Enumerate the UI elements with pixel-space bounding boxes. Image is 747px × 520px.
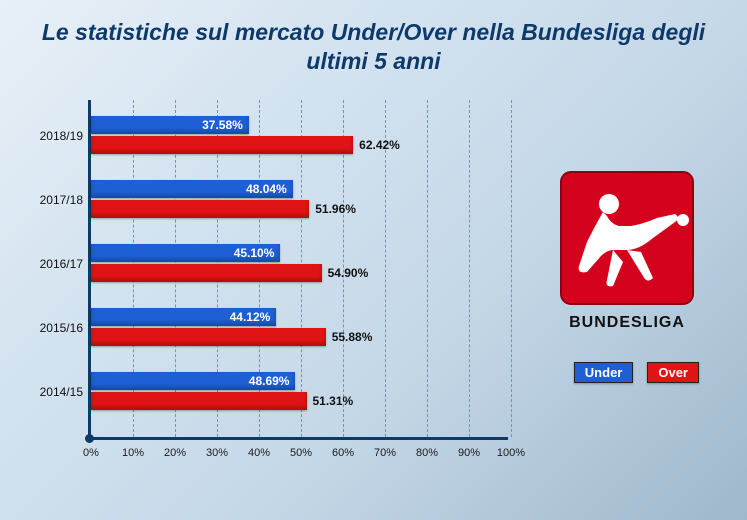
x-tick-label: 60% (332, 447, 354, 459)
x-tick-label: 0% (83, 447, 99, 459)
under-bar: 48.04% (91, 180, 293, 198)
origin-marker (85, 434, 94, 443)
over-bar: 55.88% (91, 328, 326, 346)
x-tick-label: 90% (458, 447, 480, 459)
x-tick-label: 30% (206, 447, 228, 459)
gridline (511, 100, 512, 437)
over-bar-value: 62.42% (359, 138, 400, 152)
x-tick-label: 10% (122, 447, 144, 459)
over-bar-value: 51.96% (315, 202, 356, 216)
bundesliga-logo-caption: BUNDESLIGA (555, 314, 699, 332)
legend: Under Over (574, 362, 699, 383)
over-bar: 62.42% (91, 136, 353, 154)
chart-row: 2015/1644.12%55.88% (91, 306, 508, 350)
chart-row: 2014/1548.69%51.31% (91, 370, 508, 414)
y-axis-label: 2016/17 (29, 257, 83, 271)
x-tick-label: 100% (497, 447, 525, 459)
under-bar: 48.69% (91, 372, 295, 390)
under-bar-value: 44.12% (230, 310, 271, 324)
chart-row: 2016/1745.10%54.90% (91, 242, 508, 286)
y-axis-label: 2017/18 (29, 193, 83, 207)
under-bar: 45.10% (91, 244, 280, 262)
x-tick-label: 50% (290, 447, 312, 459)
under-bar-value: 48.04% (246, 182, 287, 196)
over-bar: 51.96% (91, 200, 309, 218)
over-bar: 54.90% (91, 264, 322, 282)
under-bar-value: 37.58% (202, 118, 243, 132)
over-bar-value: 55.88% (332, 330, 373, 344)
over-bar: 51.31% (91, 392, 307, 410)
y-axis-label: 2015/16 (29, 321, 83, 335)
x-tick-label: 20% (164, 447, 186, 459)
chart-plot-area: 0%10%20%30%40%50%60%70%80%90%100%2018/19… (88, 100, 508, 440)
x-tick-label: 70% (374, 447, 396, 459)
over-bar-value: 51.31% (313, 394, 354, 408)
chart-container: 0%10%20%30%40%50%60%70%80%90%100%2018/19… (28, 100, 518, 470)
bundesliga-logo-icon (557, 168, 697, 308)
legend-over: Over (647, 362, 699, 383)
under-bar-value: 45.10% (234, 246, 275, 260)
x-tick-label: 80% (416, 447, 438, 459)
over-bar-value: 54.90% (328, 266, 369, 280)
under-bar: 37.58% (91, 116, 249, 134)
legend-under: Under (574, 362, 634, 383)
chart-title: Le statistiche sul mercato Under/Over ne… (0, 0, 747, 86)
bundesliga-logo: BUNDESLIGA (555, 168, 699, 332)
chart-row: 2018/1937.58%62.42% (91, 114, 508, 158)
y-axis-label: 2014/15 (29, 385, 83, 399)
x-tick-label: 40% (248, 447, 270, 459)
y-axis-label: 2018/19 (29, 129, 83, 143)
under-bar-value: 48.69% (249, 374, 290, 388)
under-bar: 44.12% (91, 308, 276, 326)
chart-row: 2017/1848.04%51.96% (91, 178, 508, 222)
